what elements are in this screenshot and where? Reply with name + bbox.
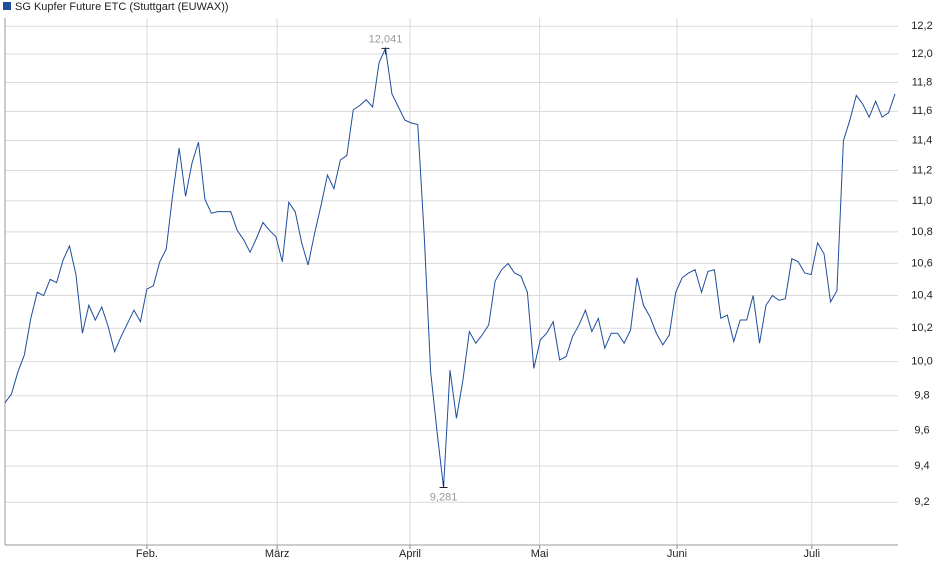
y-tick-label: 9,2: [914, 496, 929, 508]
extreme-label: 12,041: [369, 33, 403, 45]
y-tick-label: 10,4: [911, 289, 932, 301]
x-tick-label: Juli: [804, 548, 821, 560]
price-line: [4, 46, 896, 488]
y-tick-label: 10,2: [911, 322, 932, 334]
y-tick-label: 9,4: [914, 460, 929, 472]
x-tick-label: April: [399, 548, 421, 560]
y-tick-label: 9,8: [914, 390, 929, 402]
legend-label: SG Kupfer Future ETC (Stuttgart (EUWAX)): [15, 1, 229, 13]
y-tick-label: 11,2: [912, 164, 933, 176]
y-tick-label: 12,2: [911, 20, 932, 32]
y-tick-label: 11,4: [912, 135, 933, 147]
x-tick-label: Feb.: [136, 548, 158, 560]
y-tick-label: 11,8: [912, 76, 933, 88]
x-tick-label: März: [265, 548, 289, 560]
y-tick-label: 10,8: [911, 226, 932, 238]
legend-swatch: [3, 2, 11, 10]
extreme-label: 9,281: [430, 491, 458, 503]
y-tick-label: 10,6: [911, 257, 932, 269]
x-tick-label: Juni: [667, 548, 687, 560]
y-tick-label: 9,6: [914, 424, 929, 436]
y-tick-label: 10,0: [911, 356, 932, 368]
x-tick-label: Mai: [531, 548, 549, 560]
y-tick-label: 12,0: [911, 48, 932, 60]
y-tick-label: 11,0: [912, 195, 933, 207]
y-tick-label: 11,6: [912, 105, 933, 117]
